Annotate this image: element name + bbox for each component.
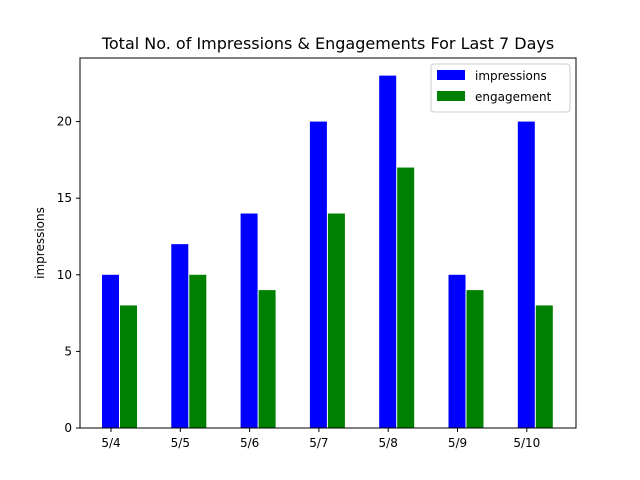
- bar-engagement-5-10: [535, 305, 553, 428]
- bar-engagement-5-9: [466, 290, 484, 428]
- legend-swatch-engagement: [437, 91, 465, 101]
- bar-engagement-5-4: [120, 305, 137, 428]
- legend-box: [430, 63, 571, 113]
- bar-engagement-5-6: [258, 290, 276, 428]
- y-tick-label: 20: [57, 115, 72, 129]
- bar-impressions-5-9: [448, 274, 466, 428]
- bars-layer: [102, 75, 553, 429]
- bar-engagement-5-5: [189, 274, 207, 428]
- chart-title: Total No. of Impressions & Engagements F…: [101, 34, 554, 53]
- y-axis-label: impressions: [33, 207, 47, 279]
- legend-label-engagement: engagement: [475, 90, 552, 104]
- legend: impressions engagement: [430, 63, 571, 113]
- ticks-layer: 5/4 5/5 5/6 5/7 5/8 5/9 5/10 0 5 10 15 20: [57, 115, 541, 450]
- bar-impressions-5-4: [102, 274, 119, 428]
- bar-impressions-5-8: [379, 75, 397, 428]
- x-tick-label: 5/4: [101, 436, 120, 450]
- bar-engagement-5-8: [397, 167, 415, 429]
- x-tick-label: 5/6: [240, 436, 259, 450]
- bar-impressions-5-10: [517, 121, 535, 428]
- plot-frame: [79, 57, 577, 429]
- x-tick-label: 5/10: [513, 436, 540, 450]
- legend-swatch-impressions: [437, 70, 465, 80]
- y-tick-label: 5: [64, 344, 72, 358]
- y-tick-label: 0: [64, 421, 72, 435]
- x-tick-label: 5/7: [309, 436, 328, 450]
- bar-impressions-5-5: [171, 244, 189, 428]
- bar-engagement-5-7: [327, 213, 345, 428]
- y-tick-label: 10: [57, 268, 72, 282]
- x-tick-label: 5/5: [171, 436, 190, 450]
- x-tick-label: 5/8: [379, 436, 398, 450]
- x-tick-label: 5/9: [448, 436, 467, 450]
- bar-impressions-5-7: [309, 121, 327, 428]
- y-tick-label: 15: [57, 191, 72, 205]
- legend-label-impressions: impressions: [475, 69, 547, 83]
- bar-impressions-5-6: [240, 213, 258, 428]
